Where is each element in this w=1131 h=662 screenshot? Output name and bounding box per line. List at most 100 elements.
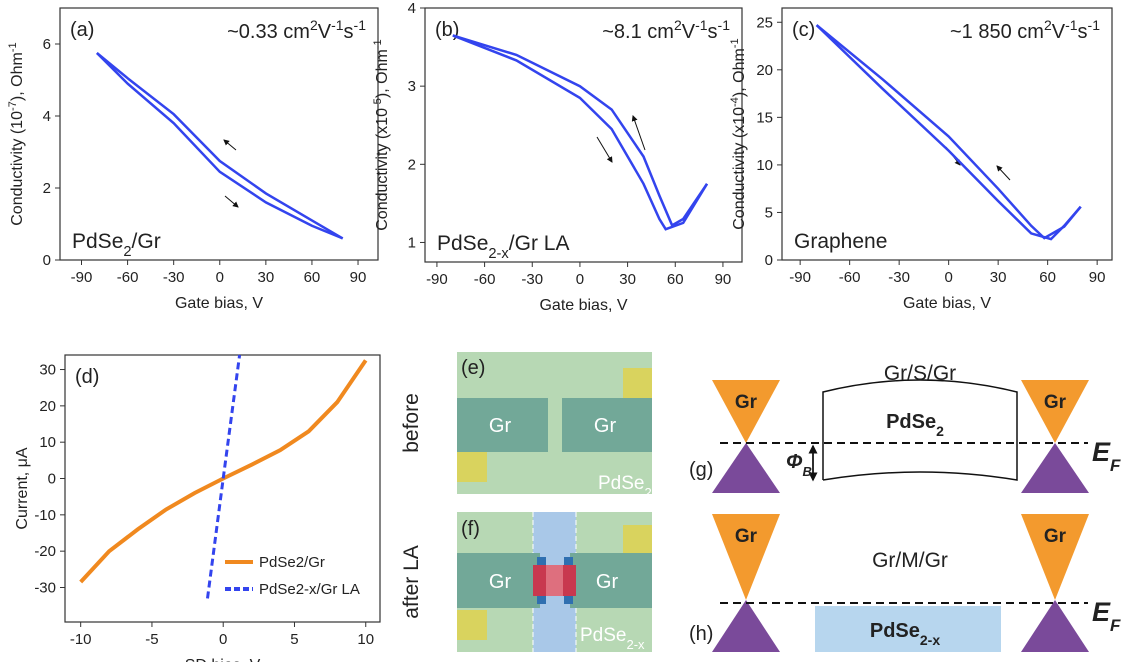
text: PdSe	[72, 230, 123, 253]
gr-label: Gr	[1044, 392, 1067, 413]
text: 2	[1044, 17, 1052, 33]
mobility-annotation: ~1 850 cm2V-1s-1	[950, 17, 1100, 43]
text: 2	[936, 423, 944, 439]
y-axis-label: Current, μA	[14, 447, 31, 529]
x-tick-label: 0	[216, 269, 224, 286]
panel-label: (d)	[75, 366, 99, 388]
plot-frame	[60, 8, 378, 260]
x-tick-label: -60	[839, 269, 861, 286]
text: 2	[674, 17, 682, 33]
text: /Gr LA	[509, 232, 570, 255]
gr-label: Gr	[489, 415, 512, 437]
y-tick-label: 10	[39, 434, 56, 451]
gr-label: Gr	[735, 526, 758, 547]
y-tick-label: 3	[408, 78, 416, 95]
y-tick-label: 10	[756, 157, 773, 174]
y-tick-label: 0	[43, 252, 51, 269]
mobility-annotation: ~8.1 cm2V-1s-1	[602, 17, 730, 43]
cone	[712, 443, 780, 493]
panel-e: Gr Gr (e) PdSe2 before	[400, 352, 652, 500]
text: E	[1092, 597, 1111, 627]
diagram-title: Gr/S/Gr	[884, 362, 956, 385]
x-tick-label: 90	[350, 269, 367, 286]
legend-label: PdSe2-x/Gr LA	[259, 581, 360, 598]
text: Conductivity (x10	[374, 108, 391, 231]
side-label: before	[400, 393, 423, 453]
edge	[564, 596, 573, 604]
text: 2-x	[920, 632, 940, 648]
y-axis-label: Conductivity (x10-5), Ohm-1	[372, 39, 391, 231]
text: ~0.33 cm	[227, 21, 310, 43]
gr-label: Gr	[489, 571, 512, 593]
sample-label: Graphene	[794, 230, 887, 253]
text: Conductivity (x10	[731, 107, 748, 230]
x-tick-label: 30	[619, 271, 636, 288]
text: 2	[123, 244, 131, 260]
panel-g: Gr Gr Gr/S/Gr PdSe2 ΦB EF (g)	[689, 362, 1121, 493]
plot-frame	[425, 8, 742, 262]
data-line	[453, 35, 707, 225]
x-tick-label: -90	[71, 269, 93, 286]
x-tick-label: 90	[1089, 269, 1106, 286]
text: PdSe	[598, 473, 644, 494]
x-tick-label: 30	[258, 269, 275, 286]
text: 2	[644, 485, 651, 500]
text: -1	[718, 17, 731, 33]
fermi-label: EF	[1092, 437, 1121, 475]
x-tick-label: 10	[357, 631, 374, 648]
cone	[1021, 600, 1089, 652]
y-tick-label: 30	[39, 362, 56, 379]
text: B	[802, 464, 811, 479]
y-tick-label: 4	[43, 108, 51, 125]
text: V	[682, 21, 696, 43]
legend-label: PdSe2/Gr	[259, 554, 325, 571]
diagram-title: Gr/M/Gr	[872, 549, 948, 572]
data-line	[97, 53, 343, 238]
panel-label: (c)	[792, 19, 815, 41]
y-tick-label: 1	[408, 234, 416, 251]
x-tick-label: 60	[304, 269, 321, 286]
text: ~8.1 cm	[602, 21, 674, 43]
material-label: PdSe2	[886, 411, 944, 439]
text: ), Ohm	[9, 52, 26, 101]
text: -1	[354, 17, 367, 33]
y-axis-label: Conductivity (10-7), Ohm-1	[7, 42, 26, 226]
text: -1	[331, 17, 344, 33]
cone	[1021, 443, 1089, 493]
text: Graphene	[794, 230, 887, 253]
contact	[623, 525, 652, 555]
text: Conductivity (10	[9, 111, 26, 226]
text: PdSe	[870, 620, 920, 642]
x-tick-label: -30	[163, 269, 185, 286]
text: V	[318, 21, 332, 43]
y-tick-label: -10	[34, 507, 56, 524]
text: s	[708, 21, 718, 43]
panel-label: (f)	[461, 518, 480, 540]
text: PdSe	[437, 232, 488, 255]
edge	[537, 596, 546, 604]
sweep-arrow	[997, 166, 1010, 180]
arrows	[224, 116, 1010, 207]
barrier-label: ΦB	[786, 451, 812, 479]
metallic-core	[546, 565, 563, 596]
gr-label: Gr	[735, 392, 758, 413]
x-tick-label: -30	[521, 271, 543, 288]
data-line	[817, 25, 1081, 238]
text: -1	[7, 42, 19, 52]
sample-label: PdSe2/Gr	[72, 230, 161, 260]
y-axis-label: Conductivity (x10-4), Ohm-1	[729, 38, 748, 230]
fermi-label: EF	[1092, 597, 1121, 635]
contact	[457, 452, 487, 482]
text: 2	[310, 17, 318, 33]
text: /Gr	[132, 230, 161, 253]
text: ), Ohm	[731, 48, 748, 97]
text: Φ	[786, 451, 803, 473]
text: -1	[729, 38, 741, 48]
y-tick-label: 2	[408, 156, 416, 173]
text: -5	[372, 98, 384, 108]
panel-label: (a)	[70, 19, 94, 41]
data-line	[453, 35, 707, 229]
cone	[712, 600, 780, 652]
edge	[564, 557, 573, 565]
sample-label: PdSe2-x/Gr LA	[437, 232, 569, 262]
